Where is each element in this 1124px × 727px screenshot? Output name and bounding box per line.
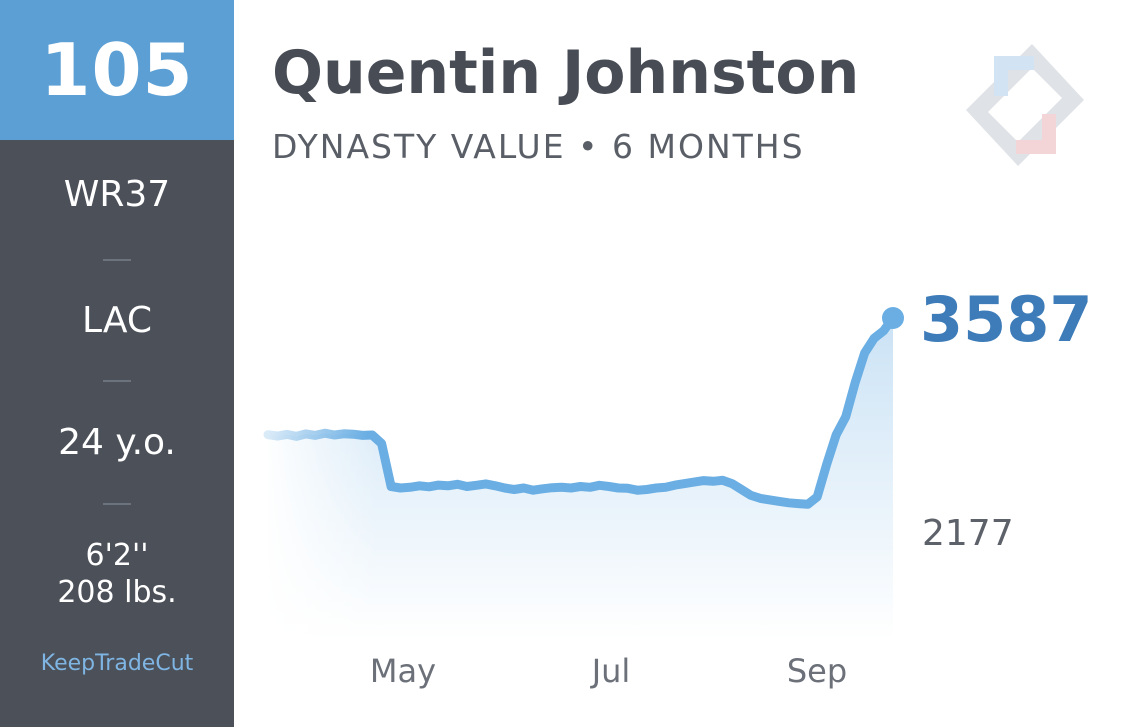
overall-rank-badge: 105 xyxy=(0,0,234,140)
ktc-logo-icon xyxy=(966,44,1084,166)
x-tick-label: Jul xyxy=(590,652,631,690)
separator xyxy=(103,380,131,382)
chart-subtitle: DYNASTY VALUE • 6 MONTHS xyxy=(272,127,805,166)
area-fade-overlay xyxy=(262,280,902,660)
team-abbreviation: LAC xyxy=(81,300,152,341)
current-value-label: 3587 xyxy=(920,283,1093,356)
min-value-label: 2177 xyxy=(922,513,1014,554)
player-age: 24 y.o. xyxy=(58,422,176,463)
brand-label[interactable]: KeepTradeCut xyxy=(40,651,194,676)
player-sidebar: 105 WR37 LAC 24 y.o. 6'2'' 208 lbs. Keep… xyxy=(0,0,234,727)
player-name: Quentin Johnston xyxy=(272,38,860,108)
separator xyxy=(103,503,131,505)
current-value-dot xyxy=(882,307,904,329)
player-weight: 208 lbs. xyxy=(57,575,177,610)
separator xyxy=(103,259,131,261)
x-tick-label: Sep xyxy=(787,652,847,690)
x-tick-label: May xyxy=(370,652,436,690)
value-series-line xyxy=(263,313,898,509)
player-height: 6'2'' xyxy=(85,538,149,573)
position-rank: WR37 xyxy=(63,174,171,215)
